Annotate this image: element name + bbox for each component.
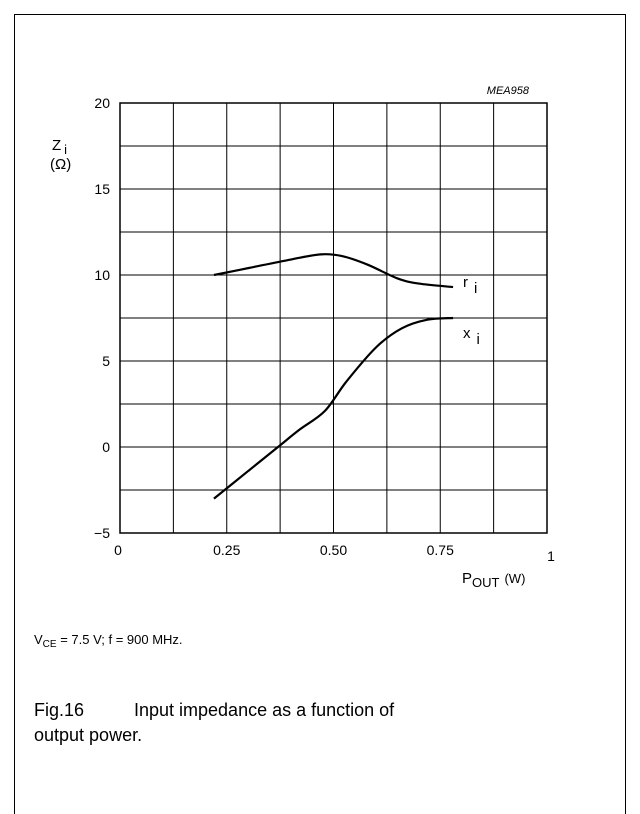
plot-border <box>119 102 548 534</box>
figure-number: Fig.16 <box>34 700 85 720</box>
series-line-xi <box>213 316 454 500</box>
caption-text: Input impedance as a function of output … <box>34 700 395 745</box>
x-axis-label: POUT (W) <box>462 570 525 590</box>
x-tick-label: 0.25 <box>213 542 240 558</box>
series-line-ri <box>213 253 454 289</box>
figure-code: MEA958 <box>487 85 530 97</box>
figure-caption: Fig.16 Input impedance as a function of o… <box>34 698 434 748</box>
series-labels: r i x i <box>463 274 480 348</box>
chart-grid <box>119 102 548 534</box>
y-tick-label: 20 <box>94 95 110 111</box>
x-tick-label: 0.75 <box>427 542 454 558</box>
x-tick-label: 0.50 <box>320 542 347 558</box>
y-tick-label: 5 <box>102 353 110 369</box>
x-tick-label: 0 <box>114 542 122 558</box>
y-tick-label: 15 <box>94 181 110 197</box>
x-tick-label: 1 <box>547 548 555 564</box>
y-axis-unit: (Ω) <box>50 156 71 173</box>
figure-frame <box>14 14 626 814</box>
data-series <box>213 253 454 500</box>
test-conditions: VCE = 7.5 V; f = 900 MHz. <box>34 632 183 650</box>
y-tick-label: −5 <box>94 525 110 541</box>
y-tick-label: 0 <box>102 439 110 455</box>
y-tick-label: 10 <box>94 267 110 283</box>
